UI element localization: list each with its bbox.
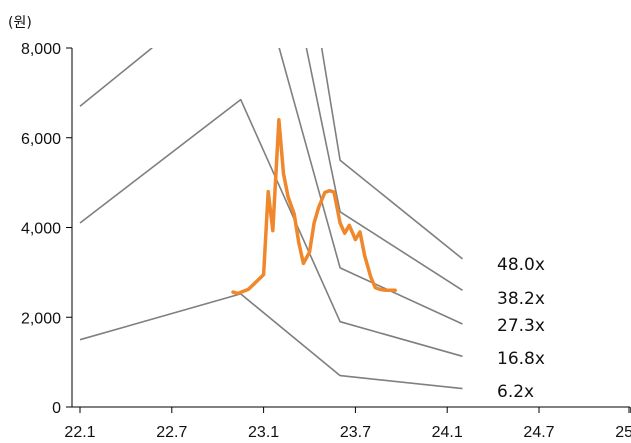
y-axis-unit-label: (원) [8, 15, 32, 31]
x-tick-label: 22.7 [156, 424, 187, 441]
x-tick-label: 25.1 [615, 424, 631, 441]
y-axis-tick-labels: 0 2,000 4,000 6,000 8,000 [21, 41, 61, 417]
axes [66, 47, 631, 413]
band-label-16-8x: 16.8x [497, 349, 545, 369]
band-line-48-0x [320, 48, 464, 260]
band-line-6-2x [79, 293, 463, 390]
y-tick-label: 8,000 [21, 41, 61, 58]
x-tick-label: 24.1 [432, 424, 463, 441]
band-line-38-2x [305, 48, 463, 291]
x-tick-label: 22.1 [64, 424, 95, 441]
y-tick-label: 4,000 [21, 221, 61, 238]
band-label-48-0x: 48.0x [497, 255, 545, 275]
x-tick-label: 23.1 [248, 424, 279, 441]
band-line-16-8x [79, 98, 463, 358]
band-line-27-3x [79, 48, 463, 325]
price-line [231, 118, 397, 296]
x-tick-label: 23.7 [340, 424, 371, 441]
band-label-38-2x: 38.2x [497, 289, 545, 309]
x-axis-tick-labels: 22.122.723.123.724.124.725.125.7 [64, 424, 631, 441]
y-tick-label: 6,000 [21, 131, 61, 148]
per-band-lines [79, 48, 464, 390]
band-labels: 48.0x 38.2x 27.3x 16.8x 6.2x [497, 255, 545, 402]
band-label-27-3x: 27.3x [497, 316, 545, 336]
price-line-group [231, 118, 397, 296]
x-tick-label: 24.7 [523, 424, 554, 441]
y-tick-label: 2,000 [21, 310, 61, 327]
y-tick-label: 0 [52, 400, 61, 417]
band-label-6-2x: 6.2x [497, 382, 534, 402]
